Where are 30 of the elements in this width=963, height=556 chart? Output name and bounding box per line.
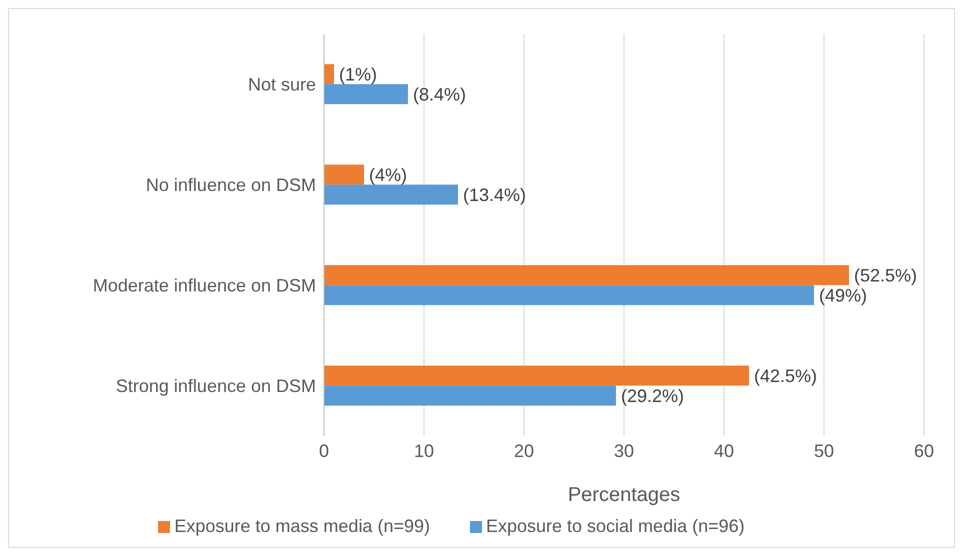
x-axis-title: Percentages <box>568 484 680 506</box>
bar <box>324 386 616 406</box>
data-label: (8.4%) <box>413 84 466 105</box>
y-tick-label: Moderate influence on DSM <box>92 276 316 296</box>
x-tick-label: 20 <box>514 440 534 461</box>
data-label: (42.5%) <box>754 366 818 386</box>
x-tick-label: 50 <box>814 440 834 461</box>
data-label: (1%) <box>339 64 378 85</box>
data-label: (13.4%) <box>463 185 526 206</box>
legend-label: Exposure to social media (n=96) <box>486 516 745 536</box>
x-tick-label: 0 <box>318 440 330 461</box>
bar <box>324 64 334 84</box>
y-tick-label: No influence on DSM <box>146 175 316 196</box>
x-tick-label: 30 <box>614 440 634 461</box>
data-label: (29.2%) <box>621 386 684 406</box>
x-tick-label: 40 <box>714 440 734 461</box>
data-label: (4%) <box>369 165 408 186</box>
y-tick-label: Strong influence on DSM <box>116 376 316 396</box>
y-tick-label: Not sure <box>248 74 316 95</box>
bar <box>324 265 849 286</box>
x-tick-label: 60 <box>914 440 934 461</box>
bar <box>324 164 364 185</box>
legend-label: Exposure to mass media (n=99) <box>174 516 430 536</box>
bar <box>324 84 408 104</box>
bar <box>324 184 458 205</box>
data-label: (52.5%) <box>854 266 918 286</box>
bar <box>324 285 814 306</box>
bar <box>324 366 749 386</box>
data-label: (49%) <box>819 286 868 306</box>
x-tick-label: 10 <box>414 440 434 461</box>
